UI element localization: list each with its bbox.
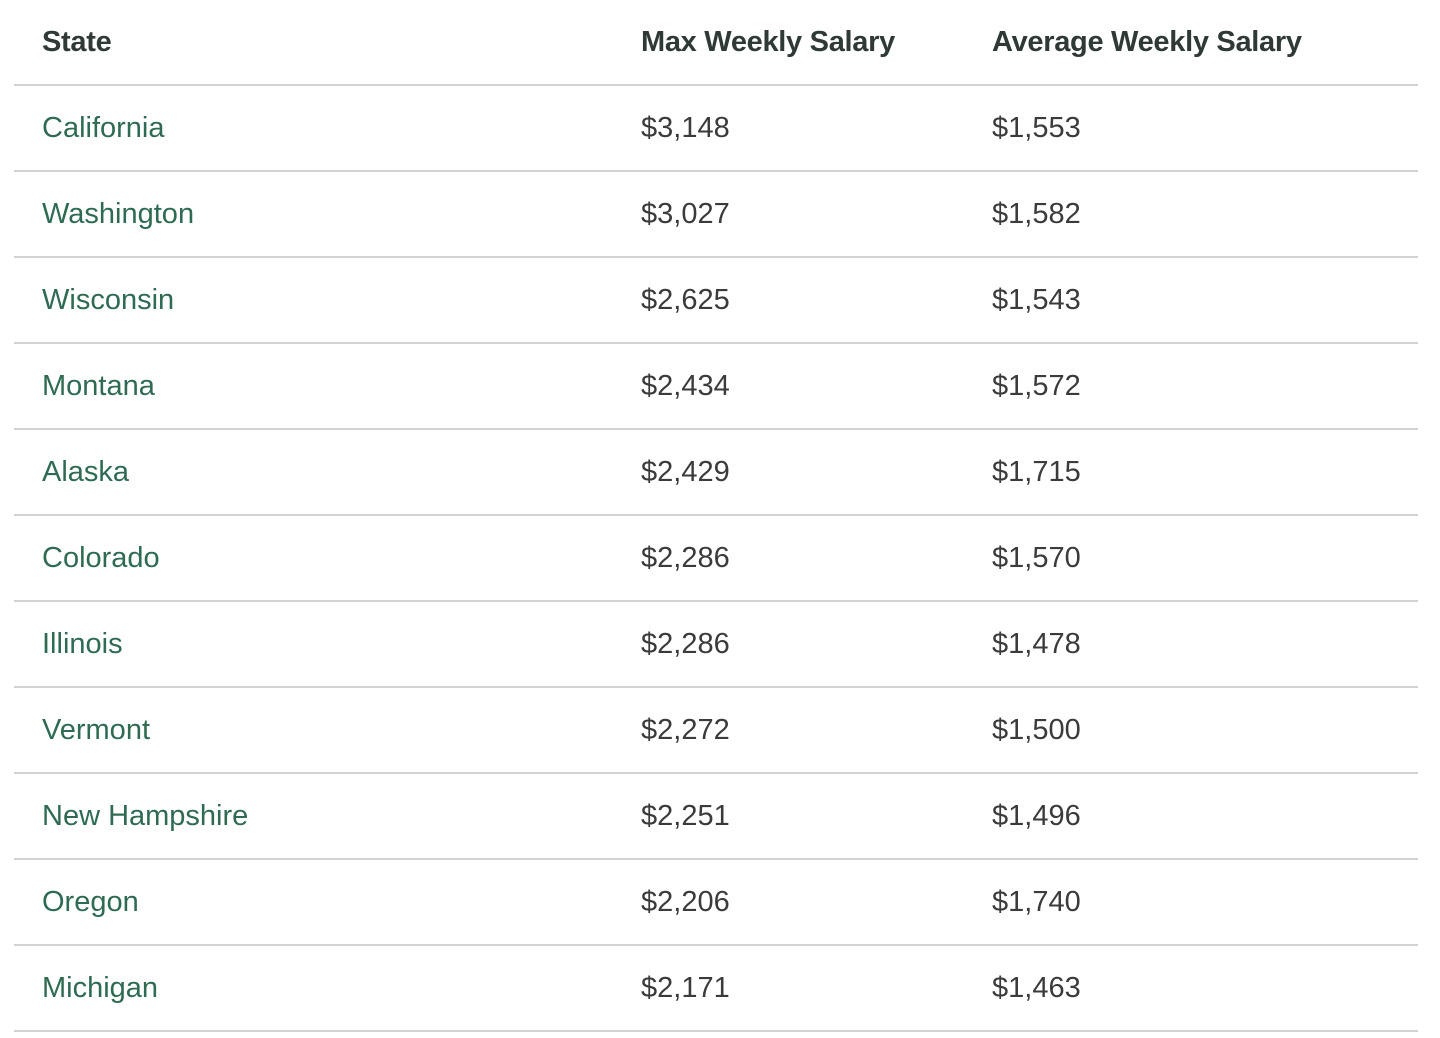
table-row: Oregon $2,206 $1,740 [14,859,1418,946]
state-link[interactable]: New Hampshire [42,799,249,832]
avg-salary-cell: $1,553 [964,85,1418,172]
table-row: Michigan $2,171 $1,463 [14,945,1418,1032]
state-link[interactable]: Montana [42,369,155,402]
state-cell: California [14,85,613,172]
table-row: Montana $2,434 $1,572 [14,343,1418,430]
state-link[interactable]: Wisconsin [42,283,175,316]
table-header: State Max Weekly Salary Average Weekly S… [14,0,1418,86]
header-state: State [14,0,613,86]
state-link[interactable]: Washington [42,197,195,230]
state-cell: Michigan [14,945,613,1032]
state-cell: Wisconsin [14,257,613,344]
table-row: Vermont $2,272 $1,500 [14,687,1418,774]
avg-salary-cell: $1,572 [964,343,1418,430]
table-row: New Hampshire $2,251 $1,496 [14,773,1418,860]
table-row: Colorado $2,286 $1,570 [14,515,1418,602]
table-row: Wisconsin $2,625 $1,543 [14,257,1418,344]
max-salary-cell: $2,272 [613,687,964,774]
max-salary-cell: $2,171 [613,945,964,1032]
table-row: California $3,148 $1,553 [14,85,1418,172]
max-salary-cell: $3,148 [613,85,964,172]
state-cell: Alaska [14,429,613,516]
state-cell: Colorado [14,515,613,602]
avg-salary-cell: $1,463 [964,945,1418,1032]
table-body: California $3,148 $1,553 Washington $3,0… [14,85,1418,1032]
state-link[interactable]: Illinois [42,627,123,660]
header-row: State Max Weekly Salary Average Weekly S… [14,0,1418,86]
state-cell: Oregon [14,859,613,946]
salary-table-container: State Max Weekly Salary Average Weekly S… [14,0,1418,1032]
state-link[interactable]: Vermont [42,713,150,746]
state-link[interactable]: Colorado [42,541,160,574]
state-link[interactable]: Michigan [42,971,159,1004]
max-salary-cell: $2,286 [613,515,964,602]
state-cell: Vermont [14,687,613,774]
avg-salary-cell: $1,740 [964,859,1418,946]
table-row: Alaska $2,429 $1,715 [14,429,1418,516]
max-salary-cell: $2,286 [613,601,964,688]
header-average-weekly-salary: Average Weekly Salary [964,0,1418,86]
max-salary-cell: $2,429 [613,429,964,516]
avg-salary-cell: $1,715 [964,429,1418,516]
max-salary-cell: $2,251 [613,773,964,860]
avg-salary-cell: $1,570 [964,515,1418,602]
table-row: Illinois $2,286 $1,478 [14,601,1418,688]
max-salary-cell: $2,206 [613,859,964,946]
table-row: Washington $3,027 $1,582 [14,171,1418,258]
avg-salary-cell: $1,500 [964,687,1418,774]
avg-salary-cell: $1,582 [964,171,1418,258]
avg-salary-cell: $1,543 [964,257,1418,344]
header-max-weekly-salary: Max Weekly Salary [613,0,964,86]
max-salary-cell: $3,027 [613,171,964,258]
salary-table: State Max Weekly Salary Average Weekly S… [14,0,1418,1032]
avg-salary-cell: $1,478 [964,601,1418,688]
state-link[interactable]: Alaska [42,455,130,488]
max-salary-cell: $2,625 [613,257,964,344]
state-cell: Montana [14,343,613,430]
avg-salary-cell: $1,496 [964,773,1418,860]
max-salary-cell: $2,434 [613,343,964,430]
state-link[interactable]: Oregon [42,885,139,918]
state-cell: Illinois [14,601,613,688]
state-cell: Washington [14,171,613,258]
state-cell: New Hampshire [14,773,613,860]
state-link[interactable]: California [42,111,165,144]
